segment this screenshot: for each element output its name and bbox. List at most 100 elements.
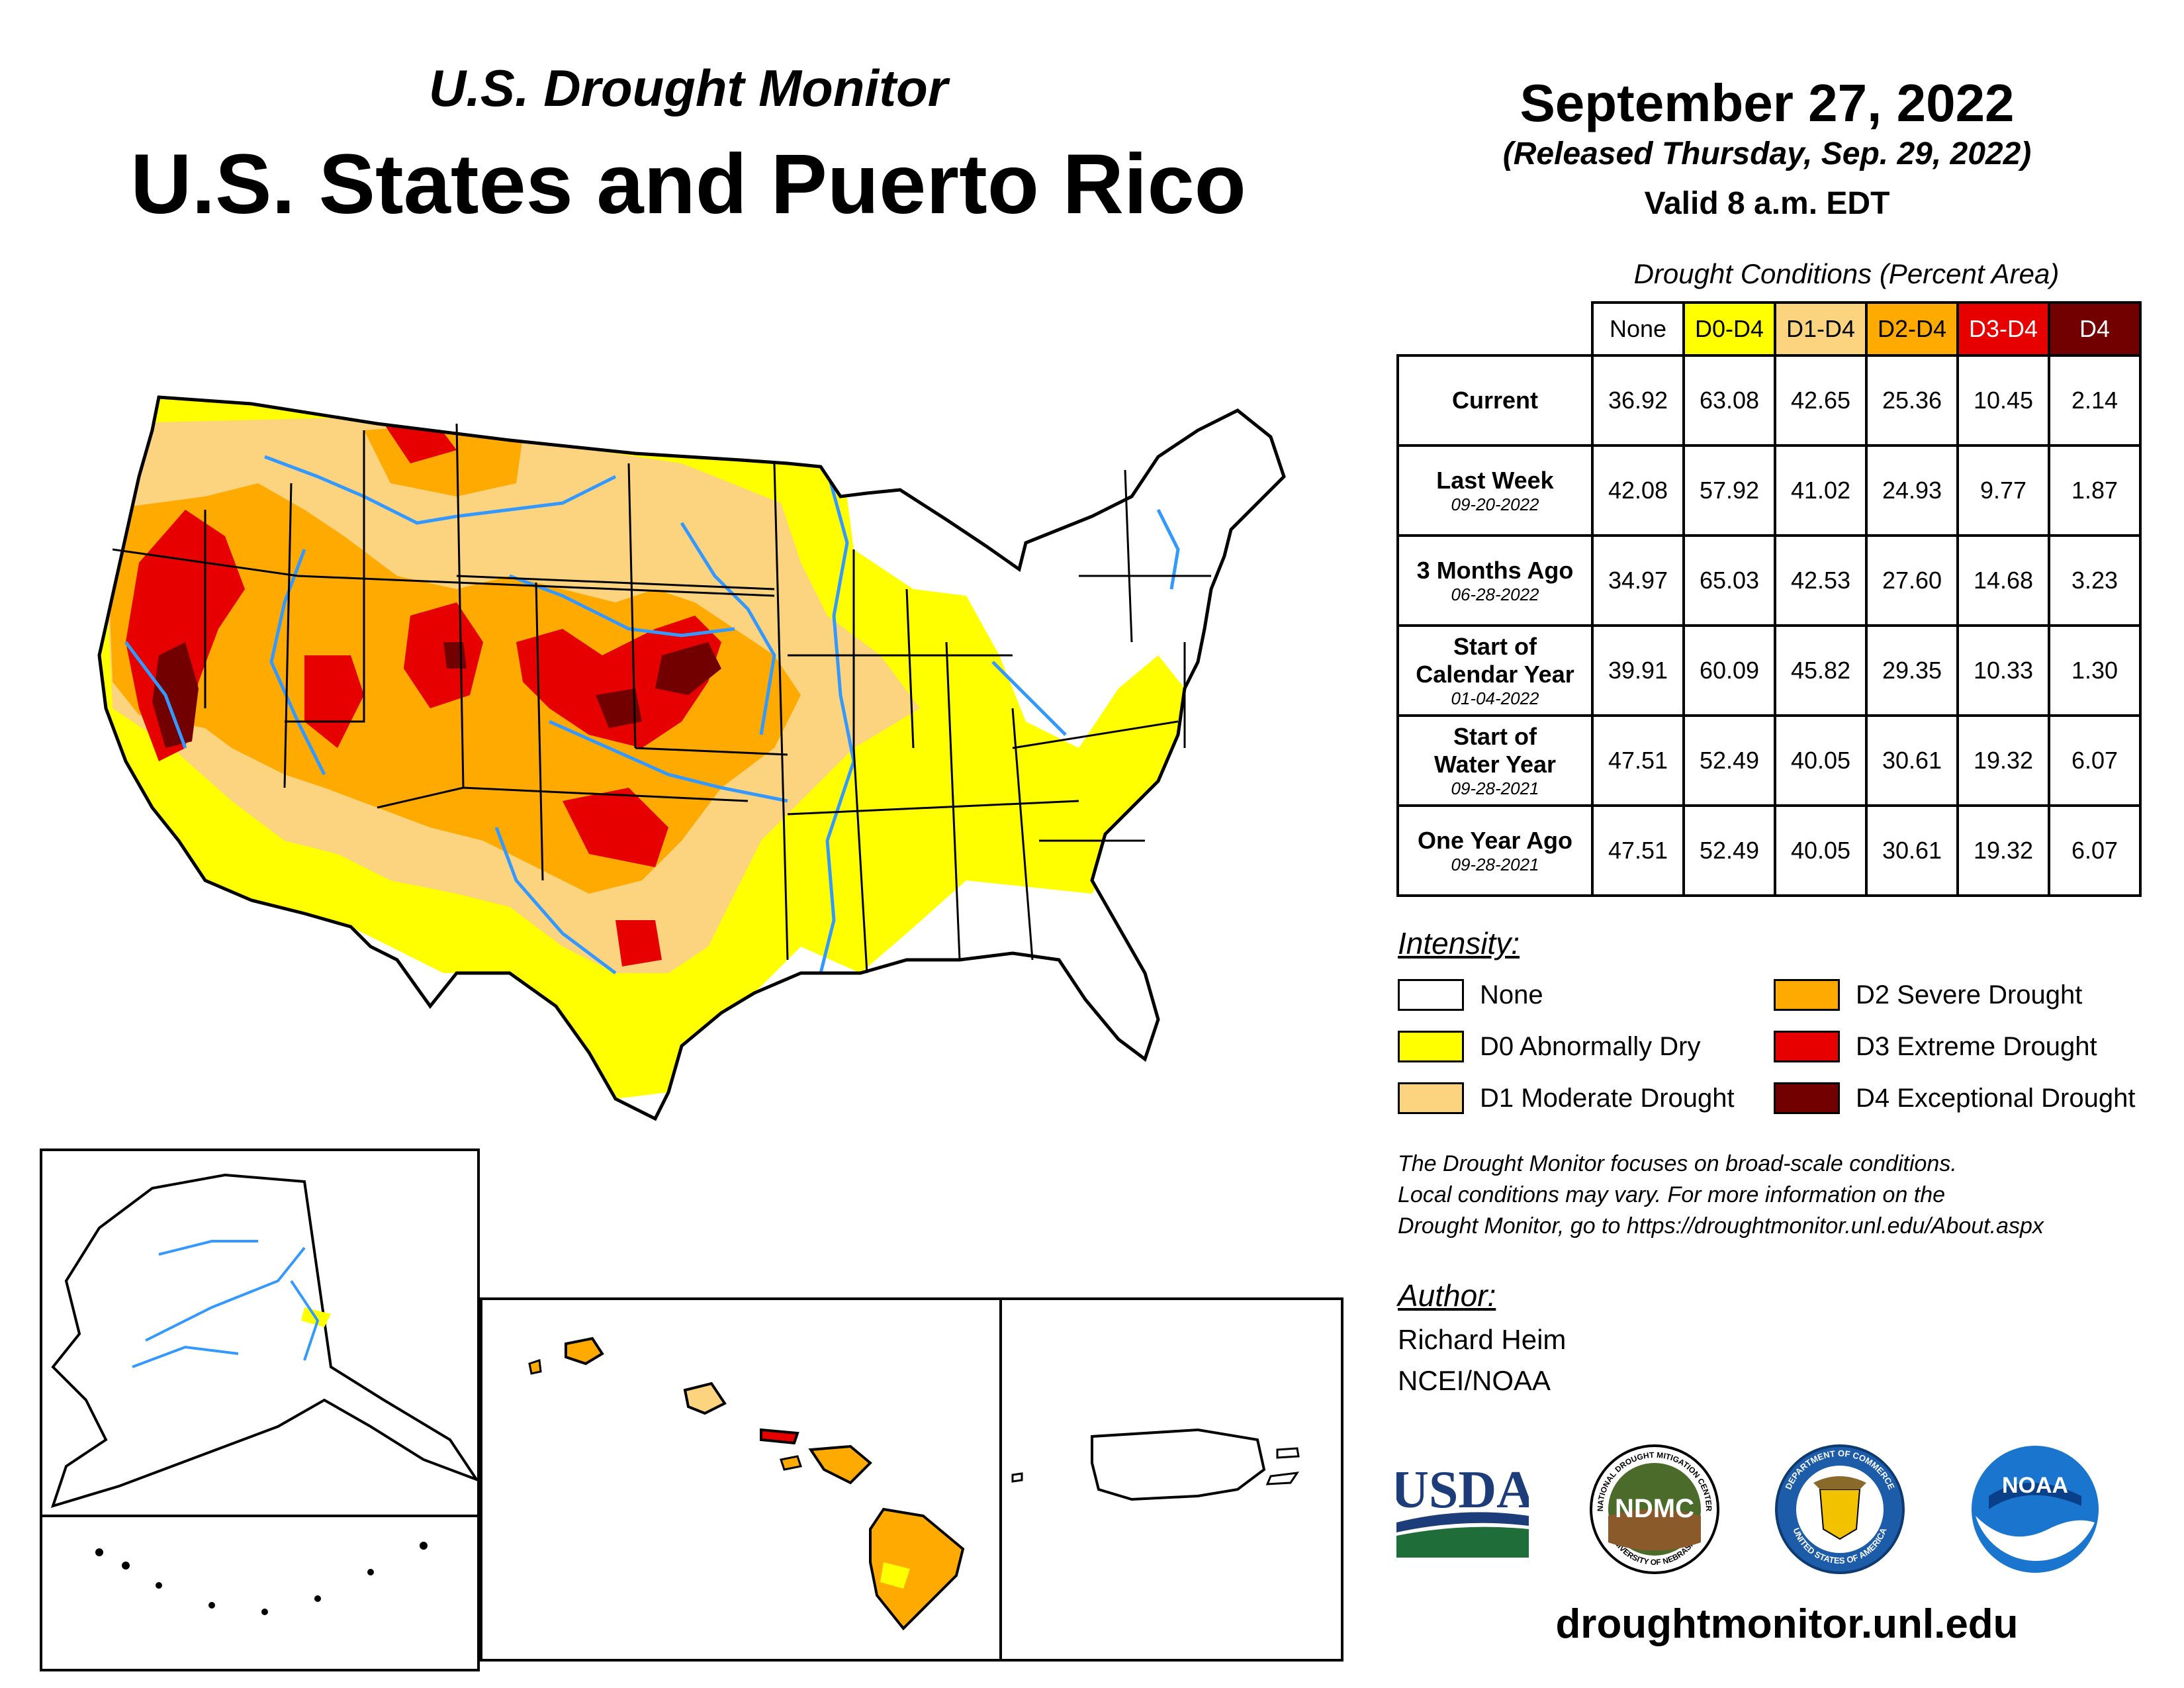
table-cell: 42.53	[1774, 534, 1868, 627]
legend-item-d3: D3 Extreme Drought	[1774, 1028, 2097, 1065]
legend-label: D0 Abnormally Dry	[1480, 1031, 1701, 1061]
row-label-text: Water Year	[1433, 751, 1557, 778]
table-cell: 65.03	[1682, 534, 1776, 627]
legend-item-d1: D1 Moderate Drought	[1398, 1080, 1735, 1117]
table-cell: 3.23	[2048, 534, 2142, 627]
legend-label: D4 Exceptional Drought	[1856, 1083, 2136, 1113]
row-label-text: Start of	[1453, 723, 1537, 750]
table-cell: 52.49	[1682, 804, 1776, 897]
row-label: Start of Water Year 09-28-2021	[1396, 714, 1594, 807]
table-cell: 34.97	[1591, 534, 1685, 627]
usda-logo: USDA	[1396, 1461, 1529, 1558]
column-header-d2-d4: D2-D4	[1865, 301, 1959, 357]
puerto-rico-inset	[999, 1297, 1343, 1662]
map-date: September 27, 2022	[1520, 73, 2015, 132]
legend-label: None	[1480, 980, 1543, 1009]
table-row-current: Current 36.92 63.08 42.65 25.36 10.45 2.…	[1396, 354, 2142, 447]
table-cell: 1.30	[2048, 624, 2142, 717]
ndmc-logo: NATIONAL DROUGHT MITIGATION CENTER UNIVE…	[1590, 1444, 1719, 1574]
table-cell: 1.87	[2048, 444, 2142, 537]
table-cell: 24.93	[1865, 444, 1959, 537]
table-cell: 19.32	[1956, 804, 2050, 897]
table-cell: 10.33	[1956, 624, 2050, 717]
legend-item-none: None	[1398, 976, 1543, 1013]
table-cell: 57.92	[1682, 444, 1776, 537]
legend-item-d4: D4 Exceptional Drought	[1774, 1080, 2135, 1117]
column-header-d4: D4	[2048, 301, 2142, 357]
table-cell: 45.82	[1774, 624, 1868, 717]
legend-swatch	[1398, 1031, 1464, 1062]
row-label-text: 3 Months Ago	[1416, 557, 1574, 584]
row-label: 3 Months Ago 06-28-2022	[1396, 534, 1594, 627]
table-cell: 47.51	[1591, 714, 1685, 807]
table-cell: 19.32	[1956, 714, 2050, 807]
release-date: (Released Thursday, Sep. 29, 2022)	[1502, 136, 2032, 171]
legend-label: D3 Extreme Drought	[1856, 1031, 2097, 1061]
disclaimer-line: Drought Monitor, go to https://droughtmo…	[1398, 1213, 2044, 1239]
table-cell: 29.35	[1865, 624, 1959, 717]
drought-statistics-table: None D0-D4 D1-D4 D2-D4 D3-D4 D4 Current …	[1396, 301, 2142, 897]
table-cell: 30.61	[1865, 804, 1959, 897]
table-caption: Drought Conditions (Percent Area)	[1633, 258, 2060, 289]
intensity-legend-title: Intensity:	[1398, 926, 1520, 961]
table-cell: 42.65	[1774, 354, 1868, 447]
row-label-text: Start of	[1453, 633, 1537, 660]
column-header-d3-d4: D3-D4	[1956, 301, 2050, 357]
table-row-one-year-ago: One Year Ago 09-28-2021 47.51 52.49 40.05…	[1396, 804, 2142, 897]
table-row-last-week: Last Week 09-20-2022 42.08 57.92 41.02 24…	[1396, 444, 2142, 537]
table-cell: 47.51	[1591, 804, 1685, 897]
legend-swatch	[1398, 979, 1464, 1011]
row-label: Current	[1396, 354, 1594, 447]
table-cell: 60.09	[1682, 624, 1776, 717]
disclaimer-text: The Drought Monitor focuses on broad-sca…	[1398, 1149, 2179, 1242]
monitor-title: U.S. Drought Monitor	[428, 59, 948, 117]
table-cell: 30.61	[1865, 714, 1959, 807]
table-row-start-of-water-year: Start of Water Year 09-28-2021 47.51 52.49…	[1396, 714, 2142, 807]
website-url[interactable]: droughtmonitor.unl.edu	[1555, 1601, 2019, 1647]
row-label-text: Last Week	[1436, 467, 1554, 494]
row-label-text: Calendar Year	[1416, 661, 1574, 688]
hawaii-inset	[480, 1297, 1003, 1662]
alaska-inset	[40, 1149, 480, 1671]
row-label: One Year Ago 09-28-2021	[1396, 804, 1594, 897]
table-cell: 52.49	[1682, 714, 1776, 807]
legend-label: D1 Moderate Drought	[1480, 1083, 1735, 1113]
row-date: 06-28-2022	[1451, 585, 1539, 604]
disclaimer-line: The Drought Monitor focuses on broad-sca…	[1398, 1151, 1957, 1176]
noaa-logo-text: NOAA	[2002, 1473, 2068, 1498]
column-header-d0-d4: D0-D4	[1682, 301, 1776, 357]
department-of-commerce-logo: DEPARTMENT OF COMMERCE UNITED STATES OF …	[1775, 1444, 1905, 1574]
table-cell: 6.07	[2048, 714, 2142, 807]
table-header-row: None D0-D4 D1-D4 D2-D4 D3-D4 D4	[1398, 301, 2142, 357]
row-date: 01-04-2022	[1451, 688, 1539, 708]
table-cell: 27.60	[1865, 534, 1959, 627]
legend-label: D2 Severe Drought	[1856, 980, 2083, 1009]
legend-item-d2: D2 Severe Drought	[1774, 976, 2082, 1013]
region-title: U.S. States and Puerto Rico	[130, 137, 1246, 232]
author-name: Richard Heim	[1398, 1324, 1567, 1355]
table-cell: 40.05	[1774, 804, 1868, 897]
ndmc-logo-text: NDMC	[1615, 1494, 1694, 1523]
row-label: Start of Calendar Year 01-04-2022	[1396, 624, 1594, 717]
table-cell: 25.36	[1865, 354, 1959, 447]
column-header-d1-d4: D1-D4	[1774, 301, 1868, 357]
table-cell: 63.08	[1682, 354, 1776, 447]
legend-swatch	[1774, 979, 1840, 1011]
legend-swatch	[1774, 1031, 1840, 1062]
row-date: 09-20-2022	[1451, 494, 1539, 514]
table-cell: 40.05	[1774, 714, 1868, 807]
disclaimer-line: Local conditions may vary. For more info…	[1398, 1182, 1946, 1207]
table-cell: 10.45	[1956, 354, 2050, 447]
row-label-text: One Year Ago	[1417, 827, 1573, 854]
table-cell: 2.14	[2048, 354, 2142, 447]
usda-logo-text: USDA	[1396, 1461, 1529, 1519]
table-cell: 42.08	[1591, 444, 1685, 537]
legend-item-d0: D0 Abnormally Dry	[1398, 1028, 1700, 1065]
table-row-start-of-calendar-year: Start of Calendar Year 01-04-2022 39.91 60…	[1396, 624, 2142, 717]
noaa-logo: NOAA	[1972, 1446, 2099, 1573]
legend-swatch	[1774, 1082, 1840, 1114]
table-cell: 39.91	[1591, 624, 1685, 717]
legend-swatch	[1398, 1082, 1464, 1114]
table-cell: 36.92	[1591, 354, 1685, 447]
column-header-none: None	[1591, 301, 1685, 357]
